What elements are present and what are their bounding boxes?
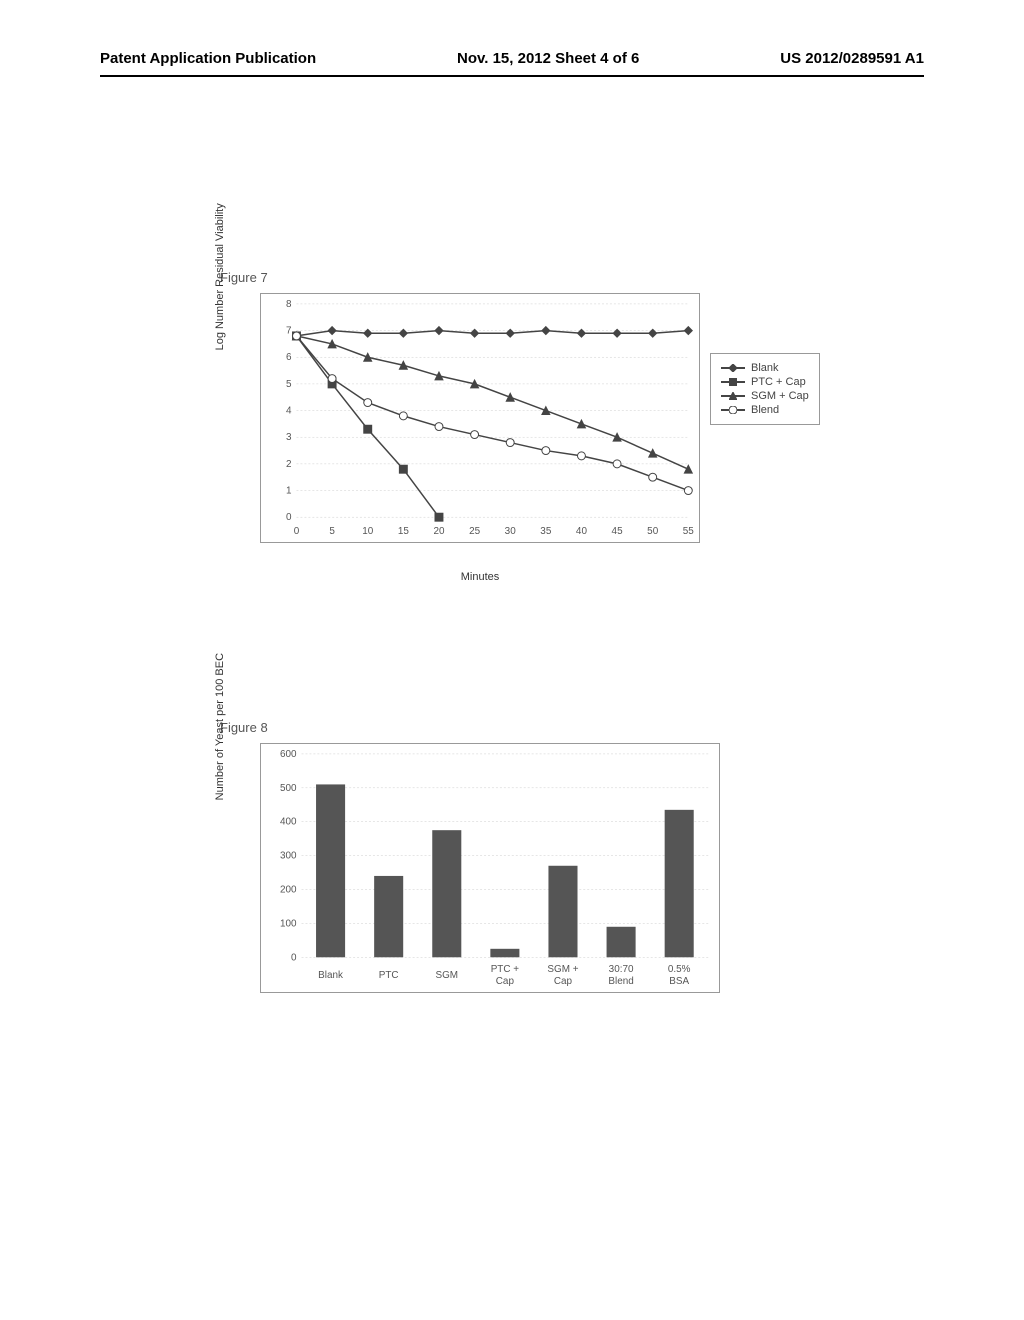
svg-text:6: 6 <box>286 352 292 363</box>
svg-text:SGM +: SGM + <box>547 964 578 975</box>
figure-7-x-label: Minutes <box>461 571 500 583</box>
svg-text:40: 40 <box>576 526 588 537</box>
svg-text:7: 7 <box>286 326 292 337</box>
legend-label: Blank <box>751 362 779 374</box>
svg-text:Blend: Blend <box>608 976 633 987</box>
legend-marker-icon <box>721 391 745 401</box>
svg-text:0: 0 <box>291 952 297 963</box>
legend-marker-icon <box>721 363 745 373</box>
figure-7-legend: Blank PTC + Cap SGM + Cap Blend <box>710 353 820 425</box>
svg-text:200: 200 <box>280 884 297 895</box>
svg-text:400: 400 <box>280 817 297 828</box>
svg-text:15: 15 <box>398 526 410 537</box>
svg-text:2: 2 <box>286 459 292 470</box>
legend-item: Blend <box>721 404 809 416</box>
svg-text:Cap: Cap <box>554 976 573 987</box>
svg-text:50: 50 <box>647 526 659 537</box>
svg-text:300: 300 <box>280 851 297 862</box>
svg-text:0.5%: 0.5% <box>668 964 691 975</box>
figure-8: Figure 8 Number of Yeast per 100 BEC 010… <box>220 720 780 993</box>
svg-text:45: 45 <box>612 526 624 537</box>
figure-7-y-label: Log Number Residual Viability <box>214 203 226 350</box>
figure-8-plot: 0100200300400500600BlankPTCSGMPTC +CapSG… <box>260 743 720 993</box>
svg-text:PTC +: PTC + <box>491 964 520 975</box>
svg-text:8: 8 <box>286 299 292 310</box>
svg-text:30:70: 30:70 <box>609 964 634 975</box>
legend-marker-icon <box>721 377 745 387</box>
legend-item: SGM + Cap <box>721 390 809 402</box>
figure-8-title: Figure 8 <box>220 720 780 735</box>
svg-text:500: 500 <box>280 783 297 794</box>
svg-text:SGM: SGM <box>435 970 458 981</box>
figure-7-plot: 0123456780510152025303540455055 <box>260 293 700 543</box>
header-divider <box>100 75 924 77</box>
svg-text:1: 1 <box>286 486 292 497</box>
svg-text:600: 600 <box>280 749 297 760</box>
svg-text:PTC: PTC <box>379 970 399 981</box>
svg-text:BSA: BSA <box>669 976 689 987</box>
legend-label: Blend <box>751 404 779 416</box>
legend-label: SGM + Cap <box>751 390 809 402</box>
page-header: Patent Application Publication Nov. 15, … <box>0 50 1024 67</box>
legend-item: PTC + Cap <box>721 376 809 388</box>
legend-item: Blank <box>721 362 809 374</box>
header-right: US 2012/0289591 A1 <box>780 50 924 67</box>
svg-text:Cap: Cap <box>496 976 515 987</box>
svg-text:35: 35 <box>540 526 552 537</box>
figure-7: Figure 7 Log Number Residual Viability 0… <box>220 270 840 543</box>
figure-7-wrapper: Log Number Residual Viability 0123456780… <box>220 293 840 543</box>
figure-8-svg: 0100200300400500600BlankPTCSGMPTC +CapSG… <box>261 744 719 992</box>
svg-text:5: 5 <box>329 526 335 537</box>
svg-text:55: 55 <box>683 526 695 537</box>
svg-text:10: 10 <box>362 526 374 537</box>
svg-text:100: 100 <box>280 918 297 929</box>
svg-text:3: 3 <box>286 432 292 443</box>
svg-text:5: 5 <box>286 379 292 390</box>
header-left: Patent Application Publication <box>100 50 316 67</box>
svg-text:Blank: Blank <box>318 970 343 981</box>
svg-text:20: 20 <box>433 526 445 537</box>
legend-marker-icon <box>721 405 745 415</box>
figure-8-y-label: Number of Yeast per 100 BEC <box>214 653 226 800</box>
svg-text:25: 25 <box>469 526 481 537</box>
figure-7-title: Figure 7 <box>220 270 840 285</box>
svg-text:0: 0 <box>294 526 300 537</box>
legend-label: PTC + Cap <box>751 376 806 388</box>
svg-text:30: 30 <box>505 526 517 537</box>
svg-text:4: 4 <box>286 406 292 417</box>
header-center: Nov. 15, 2012 Sheet 4 of 6 <box>457 50 639 67</box>
svg-text:0: 0 <box>286 512 292 523</box>
figure-7-svg: 0123456780510152025303540455055 <box>261 294 699 542</box>
